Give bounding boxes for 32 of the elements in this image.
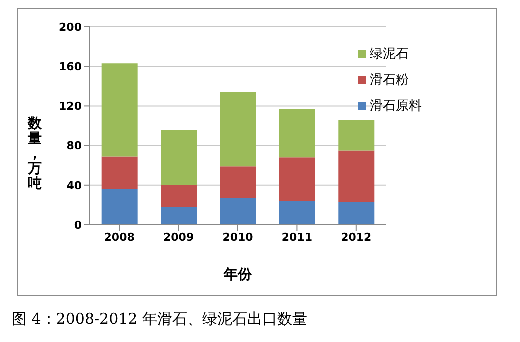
bar (161, 207, 198, 225)
bar (161, 130, 198, 186)
bar (338, 150, 375, 202)
y-tick-label: 120 (59, 100, 82, 114)
bar (102, 189, 138, 225)
x-tick-label: 2010 (222, 230, 254, 244)
bar (338, 120, 375, 151)
bar (102, 64, 138, 157)
bar (220, 198, 256, 225)
x-tick-label: 2008 (104, 230, 135, 244)
y-tick-label: 0 (74, 218, 82, 232)
bar (279, 201, 316, 225)
bar (279, 158, 316, 202)
bar (338, 202, 375, 225)
bar (161, 185, 198, 208)
x-axis-title: 年份 (223, 267, 253, 283)
y-tick-label: 80 (66, 140, 82, 153)
y-tick-label: 160 (59, 60, 82, 74)
x-tick-label: 2012 (341, 230, 372, 244)
caption: 图 4：2008-2012 年滑石、绿泥石出口数量 (12, 310, 308, 329)
y-tick-label: 40 (66, 179, 82, 192)
bar (220, 166, 256, 198)
bar (102, 156, 138, 190)
legend-label: 绿泥石 (369, 46, 410, 63)
y-axis-title: 数量，万吨 (26, 116, 43, 192)
x-tick-label: 2011 (282, 230, 313, 244)
bar (279, 109, 316, 158)
legend-label: 滑石原料 (369, 98, 423, 115)
x-tick-label: 2009 (163, 230, 194, 244)
bar (220, 92, 256, 167)
legend-label: 滑石粉 (369, 72, 410, 89)
y-tick-label: 200 (59, 20, 82, 34)
